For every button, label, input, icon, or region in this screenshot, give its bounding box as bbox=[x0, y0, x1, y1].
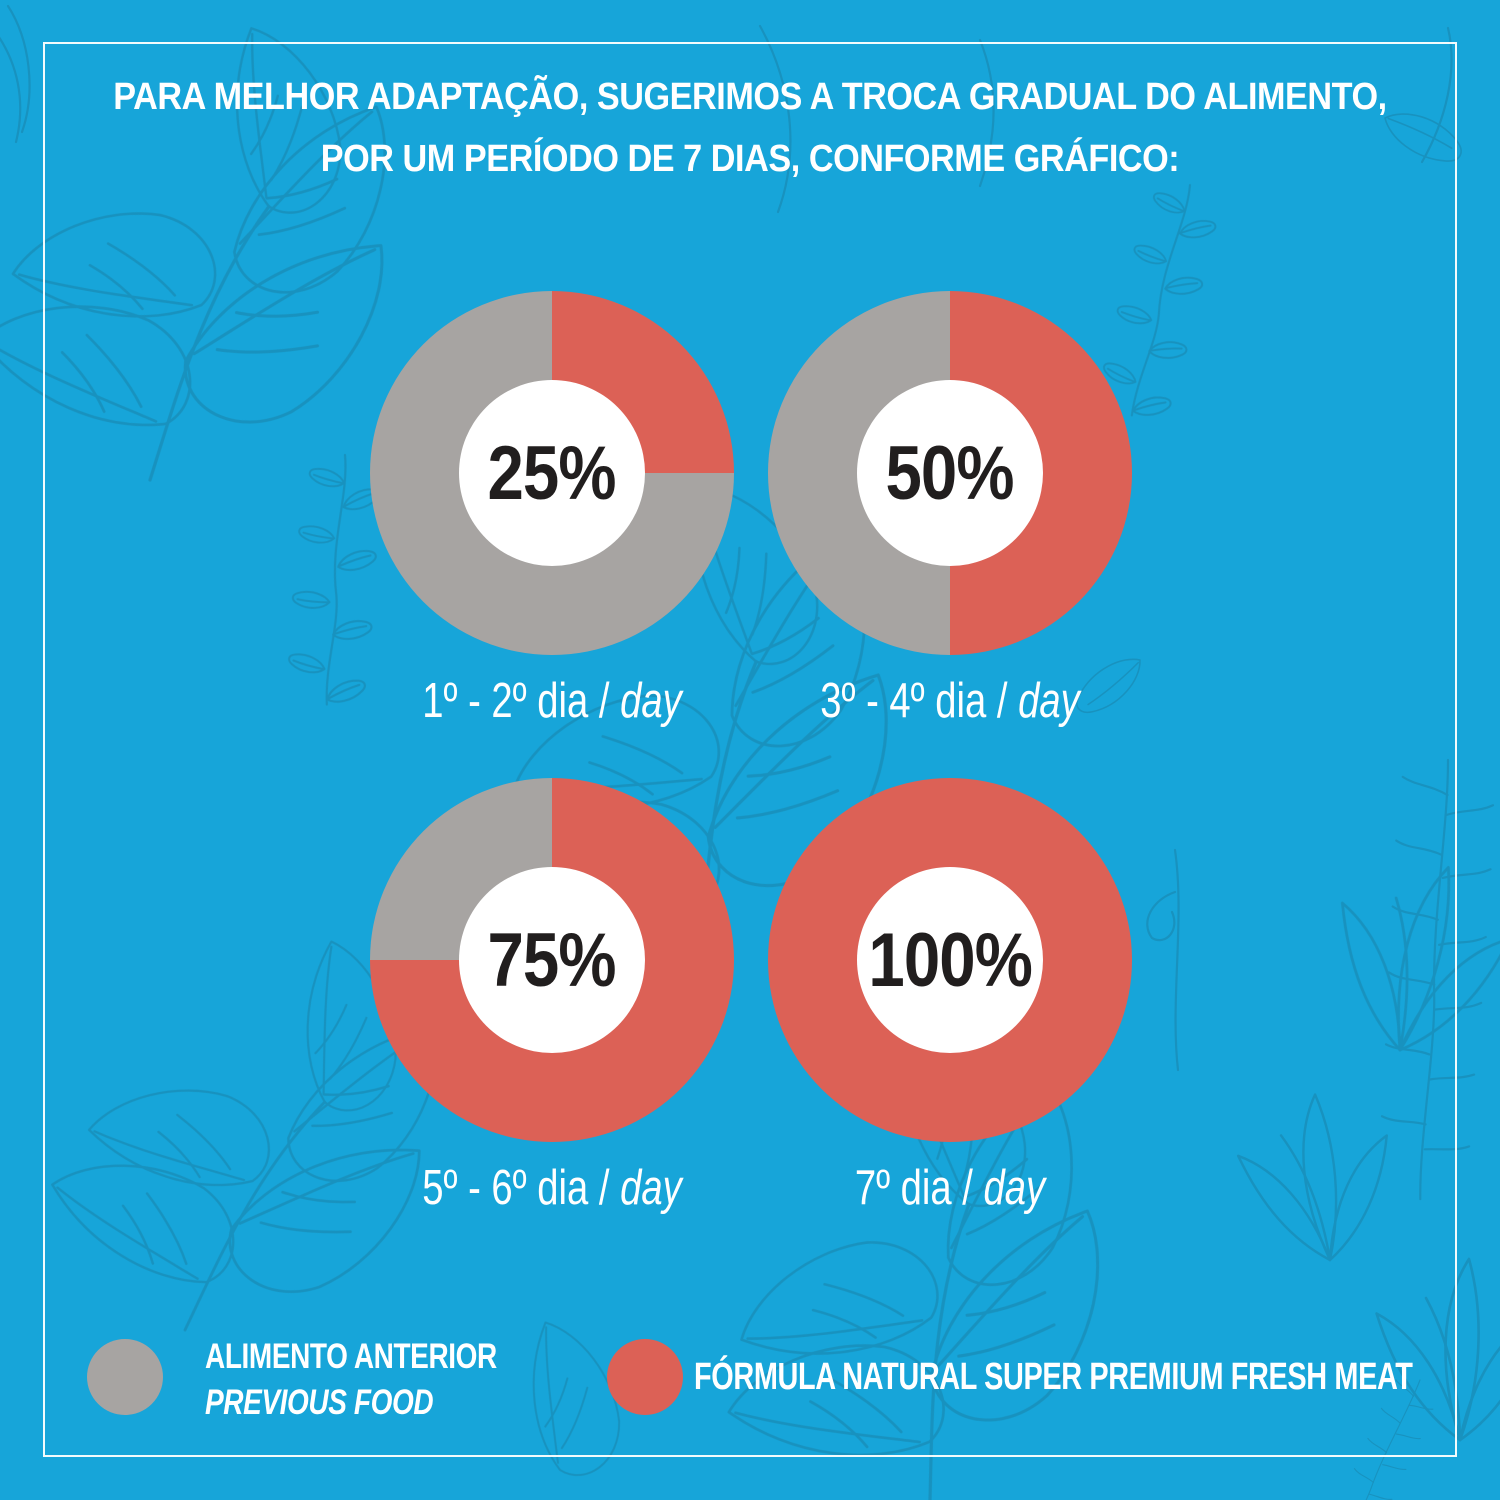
donut-center: 25% bbox=[459, 380, 645, 566]
donut-center: 75% bbox=[459, 867, 645, 1053]
percent-label: 75% bbox=[487, 917, 617, 1003]
legend-label-new-food: FÓRMULA NATURAL SUPER PREMIUM FRESH MEAT bbox=[694, 1356, 1413, 1398]
title-line-2: POR UM PERÍODO DE 7 DIAS, CONFORME GRÁFI… bbox=[320, 138, 1180, 180]
day-label: 7º dia / day bbox=[854, 1161, 1046, 1215]
percent-label: 100% bbox=[868, 917, 1033, 1003]
donut-chart-day-1-2: 25% 1º - 2º dia / day bbox=[370, 291, 734, 727]
legend-label-previous-food: ALIMENTO ANTERIOR PREVIOUS FOOD bbox=[205, 1334, 497, 1426]
page-title: PARA MELHOR ADAPTAÇÃO, SUGERIMOS A TROCA… bbox=[0, 66, 1500, 190]
donut-chart-day-7: 100% 7º dia / day bbox=[768, 778, 1132, 1214]
donut-chart-day-5-6: 75% 5º - 6º dia / day bbox=[370, 778, 734, 1214]
donut-center: 100% bbox=[857, 867, 1043, 1053]
donut-ring: 75% bbox=[370, 778, 734, 1142]
legend-swatch-previous-food bbox=[87, 1339, 163, 1415]
title-line-1: PARA MELHOR ADAPTAÇÃO, SUGERIMOS A TROCA… bbox=[113, 76, 1387, 118]
legend-swatch-new-food bbox=[607, 1339, 683, 1415]
day-label: 5º - 6º dia / day bbox=[422, 1161, 682, 1215]
donut-ring: 25% bbox=[370, 291, 734, 655]
donut-ring: 100% bbox=[768, 778, 1132, 1142]
donut-center: 50% bbox=[857, 380, 1043, 566]
day-label: 3º - 4º dia / day bbox=[820, 674, 1080, 728]
legend-previous-food-pt: ALIMENTO ANTERIOR bbox=[205, 1337, 497, 1376]
percent-label: 25% bbox=[487, 430, 617, 516]
percent-label: 50% bbox=[885, 430, 1015, 516]
donut-ring: 50% bbox=[768, 291, 1132, 655]
day-label: 1º - 2º dia / day bbox=[422, 674, 682, 728]
donut-chart-day-3-4: 50% 3º - 4º dia / day bbox=[768, 291, 1132, 727]
legend-previous-food-en: PREVIOUS FOOD bbox=[205, 1383, 434, 1422]
